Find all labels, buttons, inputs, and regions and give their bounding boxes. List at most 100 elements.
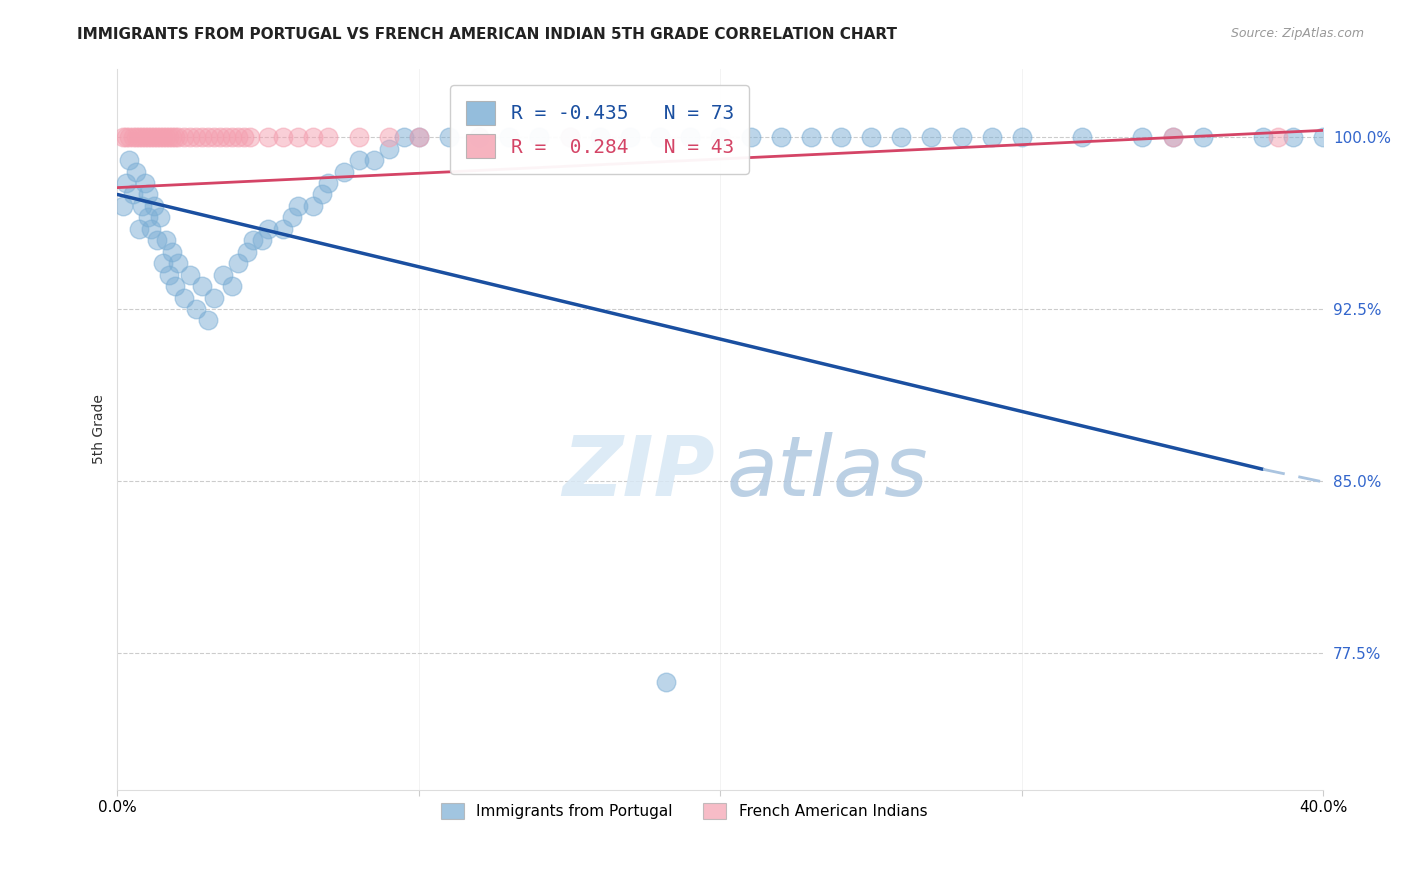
Point <box>236 244 259 259</box>
Point <box>134 130 156 145</box>
Point <box>242 233 264 247</box>
Point <box>124 164 146 178</box>
Point <box>173 291 195 305</box>
Point <box>226 256 249 270</box>
Point <box>318 130 340 145</box>
Point <box>281 211 304 225</box>
Point <box>332 164 354 178</box>
Point <box>619 130 641 145</box>
Point <box>302 199 325 213</box>
Point <box>221 279 243 293</box>
Point <box>311 187 333 202</box>
Point <box>287 199 309 213</box>
Point <box>392 130 415 145</box>
Point <box>920 130 942 145</box>
Point <box>498 130 520 145</box>
Point <box>160 244 183 259</box>
Point <box>233 130 256 145</box>
Point <box>166 130 188 145</box>
Point <box>318 176 340 190</box>
Point <box>437 130 460 145</box>
Point <box>302 130 325 145</box>
Point <box>655 675 678 690</box>
Point <box>202 130 225 145</box>
Point <box>1132 130 1154 145</box>
Point <box>408 130 430 145</box>
Point <box>709 130 731 145</box>
Point <box>118 153 141 168</box>
Point <box>124 130 146 145</box>
Point <box>679 130 702 145</box>
Point <box>157 130 180 145</box>
Point <box>1191 130 1213 145</box>
Point <box>152 256 174 270</box>
Point <box>149 130 172 145</box>
Point <box>950 130 973 145</box>
Text: ZIP: ZIP <box>562 432 714 513</box>
Point <box>131 130 153 145</box>
Point <box>468 130 491 145</box>
Point <box>121 130 143 145</box>
Point <box>197 130 219 145</box>
Point <box>131 199 153 213</box>
Point <box>1312 130 1334 145</box>
Point <box>139 222 162 236</box>
Point <box>115 130 138 145</box>
Point <box>118 130 141 145</box>
Point <box>157 268 180 282</box>
Point <box>1251 130 1274 145</box>
Point <box>191 130 214 145</box>
Point <box>163 130 186 145</box>
Y-axis label: 5th Grade: 5th Grade <box>93 394 107 464</box>
Point <box>149 211 172 225</box>
Text: atlas: atlas <box>727 432 928 513</box>
Point <box>1282 130 1305 145</box>
Point <box>257 130 280 145</box>
Point <box>980 130 1002 145</box>
Point <box>558 130 581 145</box>
Point <box>145 233 167 247</box>
Point <box>1011 130 1033 145</box>
Point <box>128 222 150 236</box>
Point <box>160 130 183 145</box>
Point <box>136 130 159 145</box>
Point <box>115 176 138 190</box>
Point <box>363 153 385 168</box>
Point <box>1161 130 1184 145</box>
Point <box>740 130 762 145</box>
Point <box>347 153 370 168</box>
Point <box>830 130 852 145</box>
Point <box>271 130 294 145</box>
Point <box>173 130 195 145</box>
Point <box>589 130 612 145</box>
Point <box>128 130 150 145</box>
Point <box>112 130 135 145</box>
Point <box>112 199 135 213</box>
Point <box>184 130 207 145</box>
Point <box>890 130 912 145</box>
Legend: Immigrants from Portugal, French American Indians: Immigrants from Portugal, French America… <box>434 797 934 826</box>
Point <box>142 199 165 213</box>
Point <box>800 130 823 145</box>
Point <box>239 130 262 145</box>
Point <box>558 130 581 145</box>
Point <box>529 130 551 145</box>
Point <box>287 130 309 145</box>
Point <box>221 130 243 145</box>
Point <box>155 130 177 145</box>
Point <box>1071 130 1094 145</box>
Point <box>377 142 399 156</box>
Point <box>121 187 143 202</box>
Point <box>408 130 430 145</box>
Point <box>1267 130 1289 145</box>
Point <box>179 130 201 145</box>
Point <box>191 279 214 293</box>
Point <box>166 256 188 270</box>
Point <box>202 291 225 305</box>
Point <box>136 187 159 202</box>
Point <box>208 130 231 145</box>
Point <box>860 130 883 145</box>
Point <box>142 130 165 145</box>
Point <box>197 313 219 327</box>
Point <box>134 176 156 190</box>
